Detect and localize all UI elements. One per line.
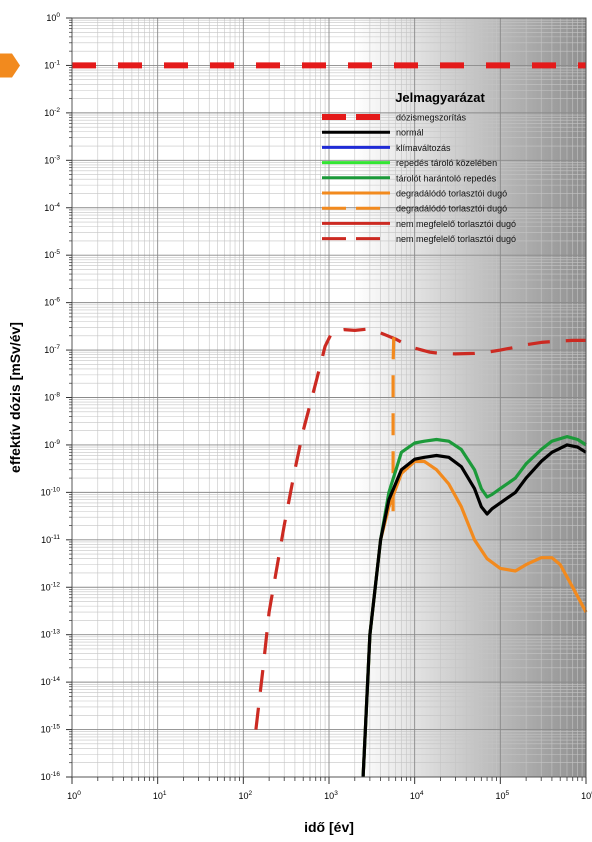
x-tick-label: 100 [67, 790, 81, 801]
series-line-1 [254, 327, 586, 730]
y-tick-label: 10-7 [44, 344, 60, 355]
x-tick-label: 103 [324, 790, 338, 801]
y-tick-label: 10-15 [41, 724, 61, 735]
series-line-3 [361, 459, 588, 778]
y-tick-label: 10-5 [44, 249, 60, 260]
y-tick-label: 10-12 [41, 581, 61, 592]
legend-label: dózismegszorítás [396, 113, 467, 123]
legend-label: normál [396, 128, 424, 138]
y-tick-label: 10-2 [44, 107, 60, 118]
y-tick-label: 10-1 [44, 59, 60, 70]
x-axis-title: idő [év] [304, 819, 354, 835]
legend-label: degradálódó torlasztói dugó [396, 204, 507, 214]
legend-label: repedés tároló közelében [396, 158, 497, 168]
arrow-marker-icon [0, 53, 20, 78]
legend-title: Jelmagyarázat [395, 90, 485, 105]
axes: 100 101 102 103 104 105 106 100 10-1 10-2 10-3 10-4… [7, 12, 592, 835]
y-tick-label: 10-3 [44, 154, 60, 165]
y-tick-label: 10-8 [44, 392, 60, 403]
legend: Jelmagyarázat dózismegszorítás normál klíma… [322, 90, 516, 244]
x-tick-label: 105 [496, 790, 510, 801]
legend-label: nem megfelelő torlasztói dugó [396, 234, 516, 244]
y-tick-label: 10-14 [41, 676, 61, 687]
x-tick-label: 104 [410, 790, 424, 801]
y-tick-label: 10-11 [41, 534, 60, 545]
legend-label: nem megfelelő torlasztói dugó [396, 219, 516, 229]
annotations [0, 53, 20, 78]
legend-label: degradálódó torlasztói dugó [396, 189, 507, 199]
series-line-5 [361, 443, 587, 778]
legend-label: klímaváltozás [396, 143, 451, 153]
legend-label: tárolót harántoló repedés [396, 173, 497, 183]
y-tick-label: 10-16 [41, 771, 61, 782]
series-line-4 [361, 435, 587, 778]
y-tick-label: 100 [46, 12, 60, 23]
x-tick-label: 101 [153, 790, 167, 801]
grid-lines [71, 17, 587, 778]
y-tick-label: 10-10 [41, 486, 61, 497]
y-tick-label: 10-9 [44, 439, 60, 450]
x-tick-label: 102 [239, 790, 253, 801]
y-tick-label: 10-6 [44, 297, 60, 308]
data-series [72, 62, 588, 778]
x-tick-label: 106 [581, 790, 592, 801]
y-tick-label: 10-13 [41, 629, 61, 640]
y-tick-label: 10-4 [44, 202, 60, 213]
series-line-2 [391, 335, 396, 512]
y-axis-title: effektív dózis [mSv/év] [7, 322, 23, 473]
